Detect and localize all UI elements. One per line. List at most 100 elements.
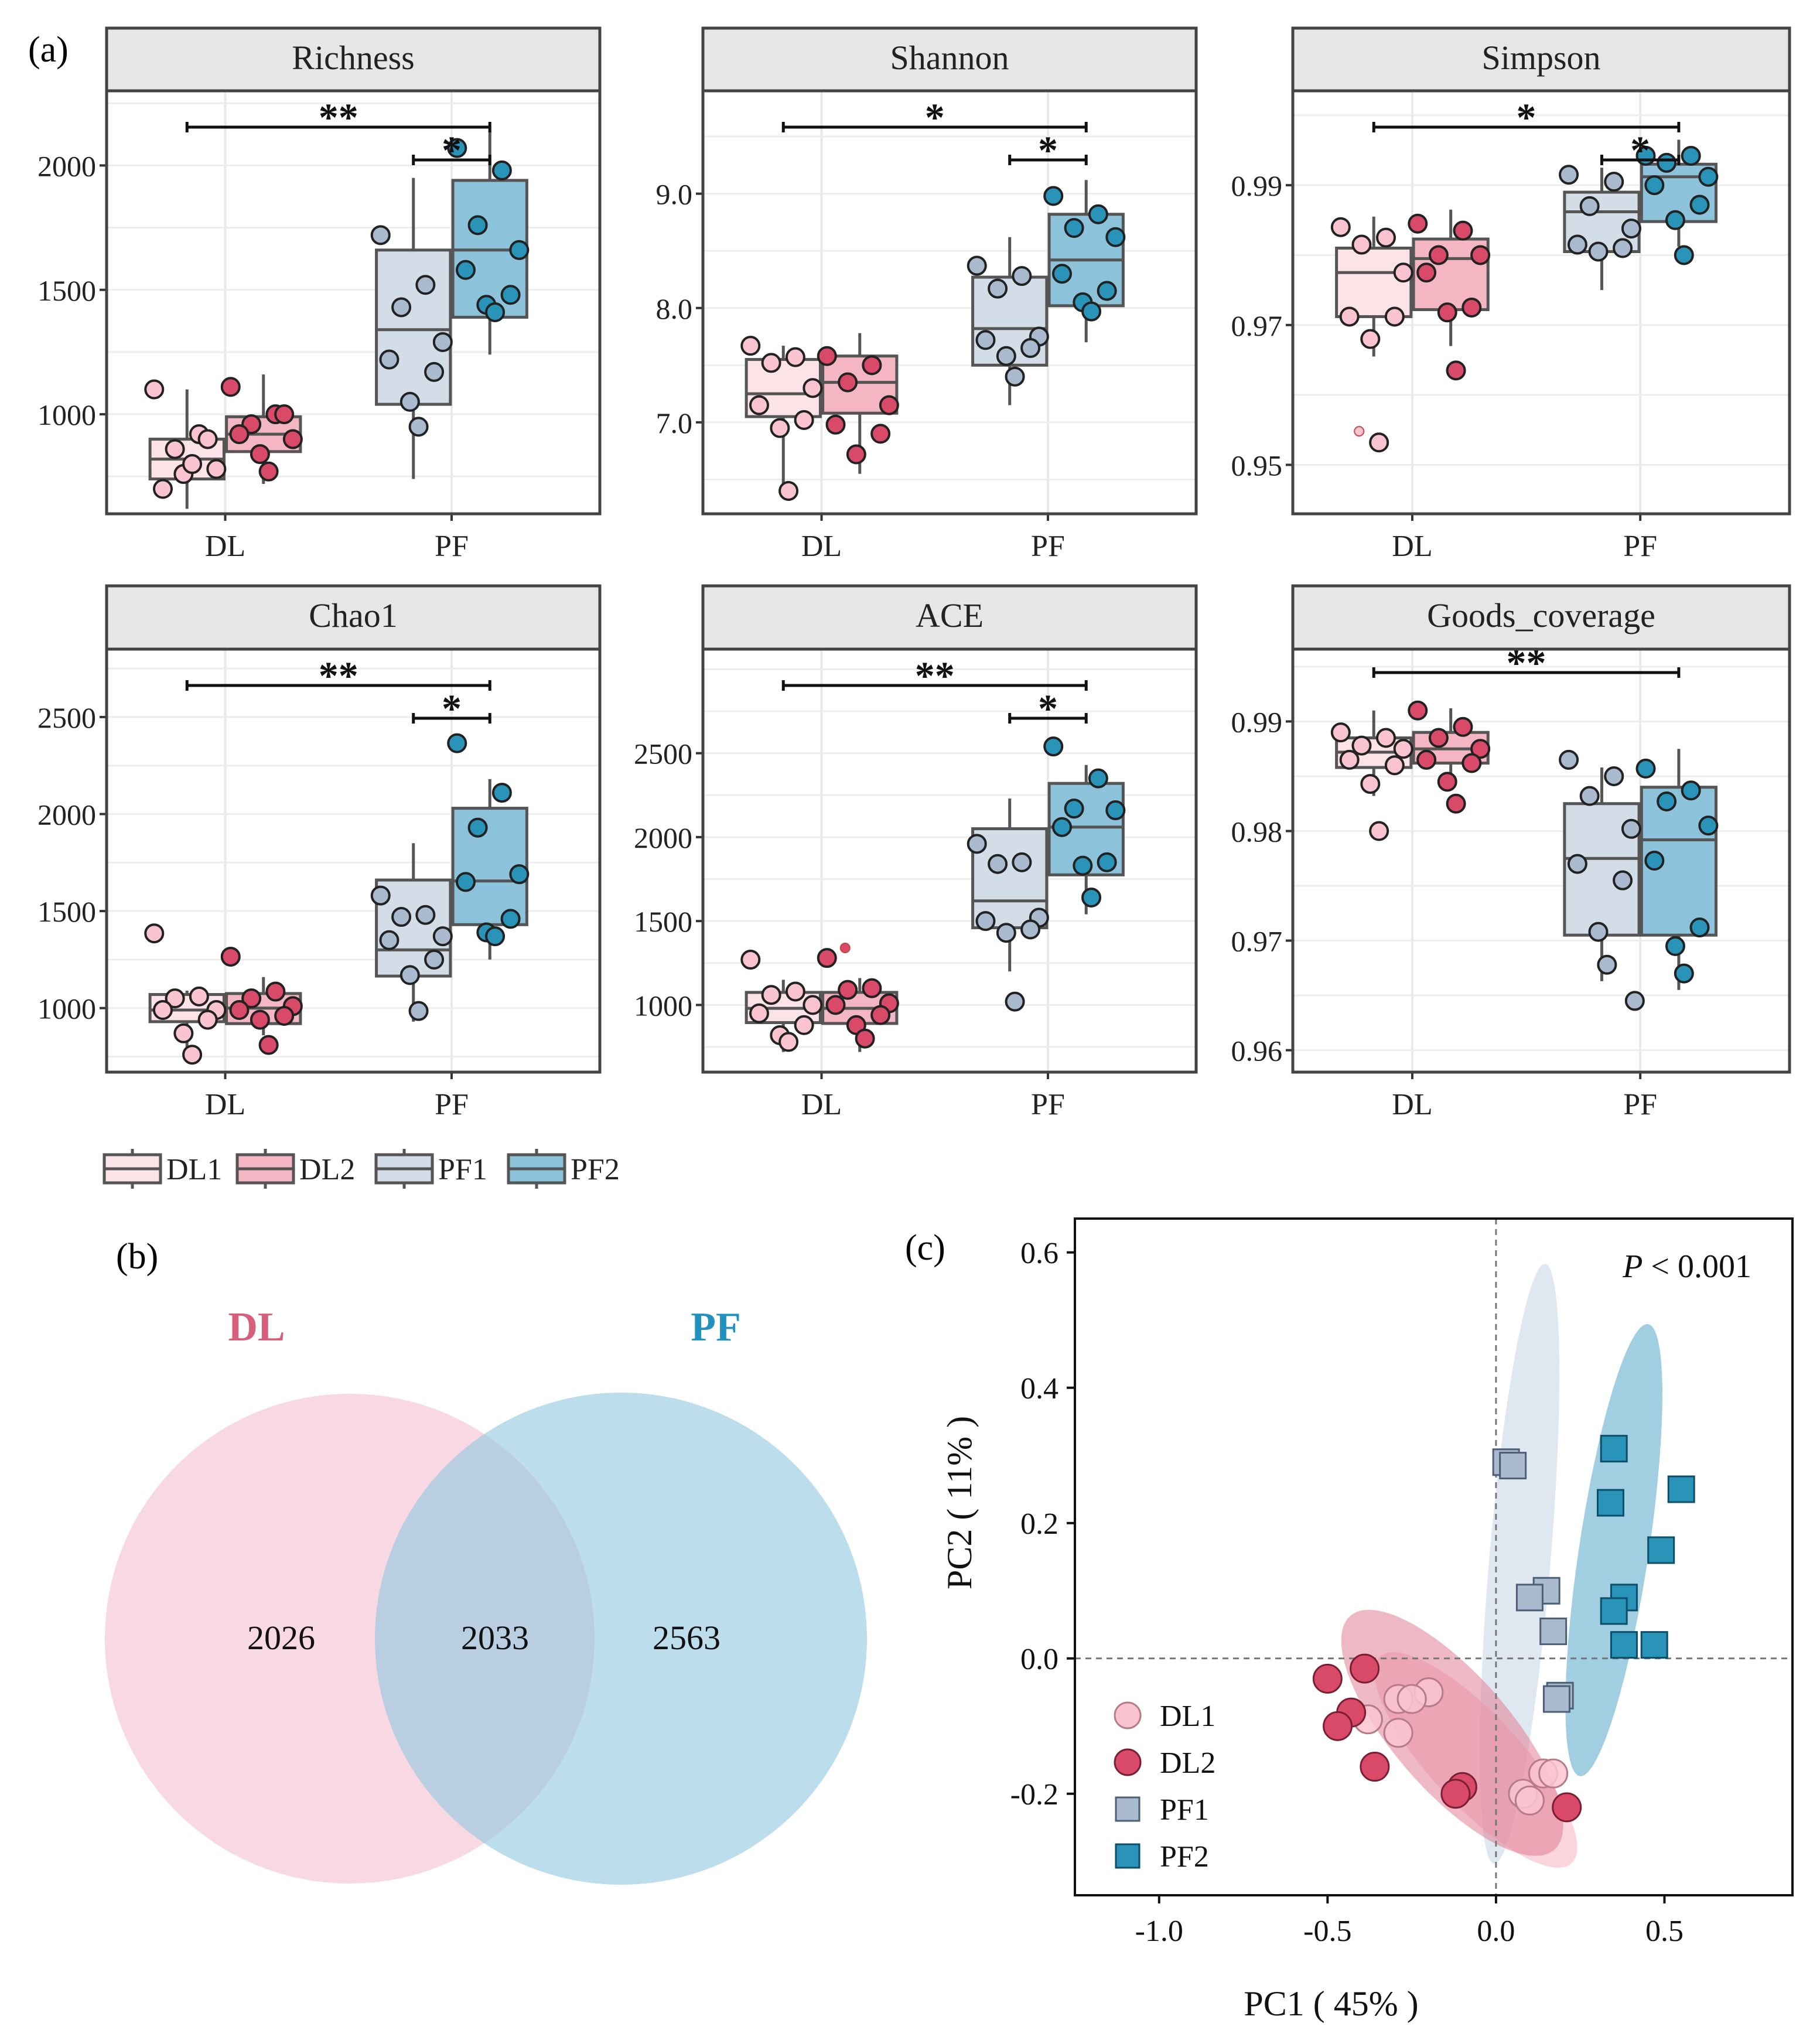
data-point-dl2 <box>1453 220 1473 241</box>
legend-item-pf1: PF1 <box>374 1149 487 1189</box>
data-point-dl1 <box>189 986 209 1007</box>
data-point-dl1 <box>803 995 823 1015</box>
facet-title: ACE <box>916 596 984 634</box>
panel-label-a: (a) <box>28 30 69 70</box>
data-point-dl2 <box>870 1005 891 1025</box>
y-axis-title: PC2 ( 11% ) <box>940 1416 979 1589</box>
data-point-pf1 <box>1579 196 1600 216</box>
data-point-dl1 <box>794 1015 814 1035</box>
x-tick-label: 0.0 <box>1477 1915 1515 1948</box>
scatter-point-pf1 <box>1539 1618 1568 1646</box>
data-point-pf2 <box>1081 888 1102 908</box>
panel-a-legend: DL1 DL2 PF1 PF2 <box>103 1149 620 1189</box>
scatter-point-pf1 <box>1515 1584 1544 1612</box>
data-point-dl2 <box>229 424 250 445</box>
data-point-pf2 <box>1665 210 1685 230</box>
data-point-pf2 <box>1698 166 1719 187</box>
data-point-dl1 <box>1330 722 1351 743</box>
data-point-pf2 <box>1051 264 1072 284</box>
data-point-dl1 <box>1393 262 1413 283</box>
data-point-dl2 <box>862 355 882 376</box>
data-point-pf2 <box>1064 799 1084 819</box>
x-category-label: PF <box>435 1088 469 1121</box>
scatter-point-dl2 <box>1323 1711 1353 1741</box>
data-point-dl2 <box>817 948 837 968</box>
scatter-point-pf2 <box>1610 1631 1638 1659</box>
legend-item-dl1: DL1 <box>103 1149 222 1189</box>
y-tick-label: 9.0 <box>656 178 693 211</box>
data-point-dl2 <box>241 988 262 1009</box>
data-point-dl1 <box>1351 234 1372 255</box>
data-point-pf2 <box>500 909 521 929</box>
data-point-dl2 <box>1408 700 1428 721</box>
data-point-dl1 <box>1339 306 1360 327</box>
data-point-dl2 <box>846 444 866 465</box>
sig-label: ** <box>1507 640 1546 685</box>
data-point-pf1 <box>1005 991 1025 1012</box>
data-point-dl2 <box>1437 772 1457 792</box>
ellipse-pf2 <box>1565 1323 1662 1777</box>
data-point-pf2 <box>467 817 488 838</box>
sig-label: ** <box>915 653 955 698</box>
plot-frame <box>105 647 602 1074</box>
data-point-pf2 <box>1105 227 1126 247</box>
data-point-pf2 <box>500 285 521 305</box>
data-point-pf1 <box>1012 852 1032 872</box>
x-category-label: PF <box>1623 530 1657 563</box>
x-category-label: PF <box>435 530 469 563</box>
legend-item-dl2: DL2 <box>235 1149 355 1189</box>
facet-title: Richness <box>292 39 414 77</box>
scatter-point-pf2 <box>1667 1475 1695 1503</box>
scatter-point-dl2 <box>1350 1653 1380 1684</box>
data-point-pf2 <box>1665 936 1685 956</box>
data-point-pf2 <box>447 733 467 753</box>
y-tick-label: 0.6 <box>1020 1237 1058 1270</box>
scatter-point-dl1 <box>1514 1785 1545 1816</box>
scatter-point-dl2 <box>1552 1792 1582 1823</box>
box-dl1 <box>1335 247 1413 318</box>
data-point-pf2 <box>455 260 476 280</box>
data-point-pf2 <box>447 138 467 158</box>
data-point-pf1 <box>432 926 453 947</box>
data-point-dl1 <box>749 1003 769 1023</box>
data-point-dl2 <box>1408 213 1428 234</box>
data-point-pf2 <box>1657 791 1677 811</box>
y-tick-label: 0.96 <box>1231 1035 1283 1067</box>
x-category-label: DL <box>205 1088 245 1121</box>
y-tick-label: 2500 <box>37 701 96 734</box>
data-point-pf1 <box>1020 919 1041 940</box>
data-point-dl2 <box>1446 360 1466 381</box>
facet-title: Chao1 <box>309 596 397 634</box>
data-point-dl1 <box>1339 749 1360 770</box>
data-point-pf2 <box>455 872 476 892</box>
p-value-annotation: P < 0.001 <box>1622 1248 1751 1285</box>
data-point-dl2 <box>220 377 241 397</box>
scatter-point-dl1 <box>1538 1758 1569 1789</box>
scatter-point-pf2 <box>1640 1631 1668 1659</box>
venn-set-name-pf: PF <box>691 1305 741 1350</box>
legend-label: DL1 <box>1160 1700 1215 1733</box>
plot-frame <box>1291 89 1791 516</box>
data-point-pf1 <box>1588 922 1609 942</box>
data-point-dl2 <box>1428 728 1449 748</box>
sig-label: * <box>1038 686 1058 731</box>
x-axis-title: PC1 ( 45% ) <box>1244 1984 1418 2023</box>
y-tick-label: 0.97 <box>1231 925 1283 958</box>
scatter-point-dl2 <box>1440 1779 1471 1809</box>
data-point-dl2 <box>870 424 891 444</box>
sig-label: ** <box>319 95 358 139</box>
data-point-pf2 <box>509 240 530 260</box>
data-point-pf1 <box>1604 766 1624 786</box>
data-point-pf2 <box>1081 301 1102 322</box>
boxplot-shannon: Shannon * * 7.0 8.0 9.0 DL PF <box>656 26 1198 563</box>
data-point-dl2 <box>250 444 270 465</box>
plot-frame <box>1291 647 1791 1074</box>
y-tick-label: 1500 <box>37 274 96 307</box>
data-point-pf1 <box>370 885 391 906</box>
data-point-dl2 <box>838 372 858 393</box>
legend-label: PF1 <box>1160 1793 1209 1827</box>
y-tick-label: 2500 <box>634 738 692 770</box>
panel-b-venn: DL PF 2026 2033 2563 <box>105 1305 867 1885</box>
facet-strip <box>105 26 602 93</box>
